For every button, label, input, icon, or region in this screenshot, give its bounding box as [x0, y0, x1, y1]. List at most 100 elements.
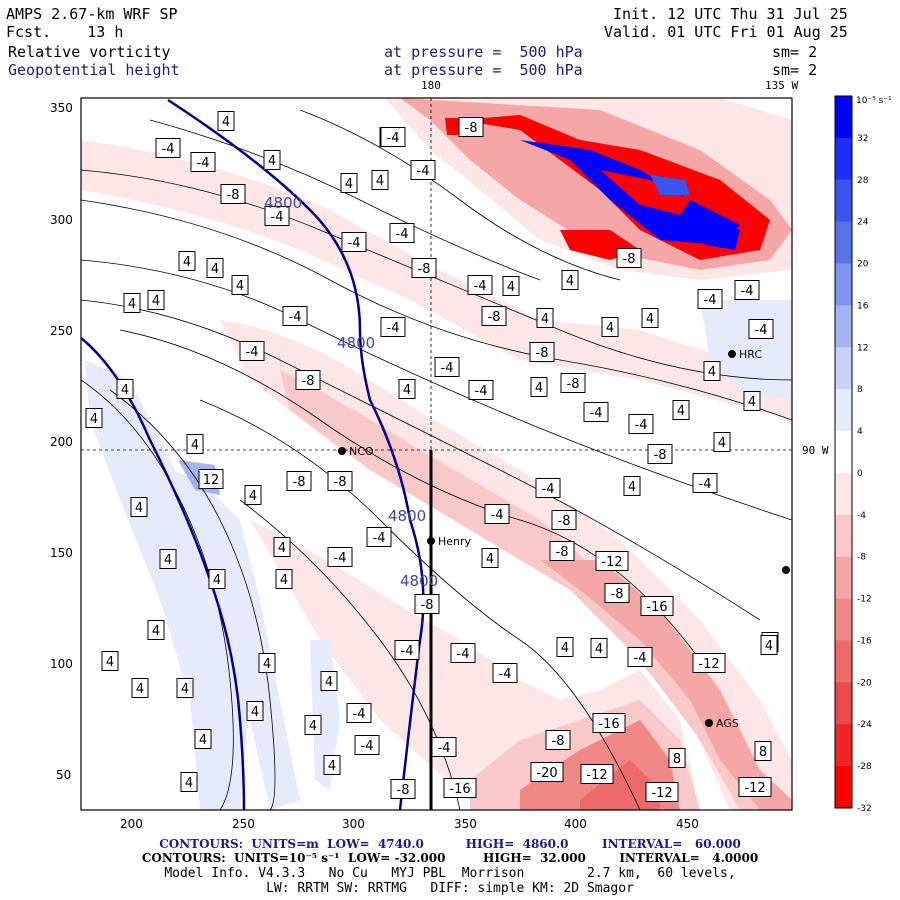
svg-text:4: 4 [249, 489, 257, 504]
contour-label: 12 [198, 469, 224, 489]
x-tick: 250 [232, 817, 255, 831]
svg-text:-4: -4 [457, 647, 470, 662]
contour-label: -8 [560, 373, 586, 393]
contour-label: -8 [220, 184, 246, 204]
colorbar-unit: 10⁻⁵ s⁻¹ [856, 96, 892, 106]
contour-label: -4 [492, 663, 518, 683]
station-marker [705, 719, 713, 727]
svg-text:-8: -8 [421, 598, 434, 613]
svg-text:-8: -8 [611, 587, 624, 602]
svg-text:12: 12 [203, 473, 220, 488]
footer-height-contours: CONTOURS: UNITS=m LOW= 4740.0 HIGH= 4860… [159, 837, 741, 851]
contour-label: 4 [101, 651, 119, 671]
colorbar-swatch [835, 263, 852, 306]
svg-text:4: 4 [309, 719, 317, 734]
height-label: 4800 [400, 572, 438, 590]
plot-frame [80, 97, 793, 811]
height-label-group: 4800 4800 4800 4800 [264, 194, 438, 590]
footer-model-info: Model Info. V4.3.3 No Cu MYJ PBL Morriso… [164, 866, 736, 881]
contour-label: 4 [323, 755, 341, 775]
colorbar-tick: 24 [857, 218, 869, 228]
contour-label: 4 [147, 620, 165, 640]
svg-text:-4: -4 [417, 164, 430, 179]
colorbar-tick: 28 [857, 176, 869, 186]
contour-label: 4 [502, 276, 520, 296]
svg-text:-4: -4 [635, 418, 648, 433]
colorbar-tick: -12 [857, 595, 872, 605]
y-tick: 200 [50, 435, 73, 449]
colorbar-tick: 8 [857, 385, 863, 395]
footer-physics-info: LW: RRTM SW: RRTMG DIFF: simple KM: 2D S… [266, 881, 634, 896]
svg-text:-4: -4 [401, 644, 414, 659]
svg-text:4: 4 [328, 759, 336, 774]
contour-label: -8 [414, 594, 440, 614]
contour-label: -4 [535, 478, 561, 498]
svg-text:4: 4 [211, 262, 219, 277]
contour-label: 4 [180, 772, 198, 792]
contour-label: -4 [734, 280, 760, 300]
svg-text:-4: -4 [162, 142, 175, 157]
svg-text:-4: -4 [491, 508, 504, 523]
svg-text:-12: -12 [651, 786, 672, 801]
contour-label: -20 [530, 762, 564, 782]
svg-text:-8: -8 [552, 734, 565, 749]
axis-group: 200 250 300 350 400 450 350 300 250 200 … [50, 101, 699, 831]
contour-label: 4 [130, 497, 148, 517]
svg-text:4: 4 [263, 657, 271, 672]
contour-label: 4 [116, 379, 134, 399]
station-label: Henry [438, 535, 472, 548]
colorbar-tick: 20 [857, 260, 869, 270]
svg-text:-8: -8 [418, 262, 431, 277]
x-tick: 300 [342, 817, 365, 831]
colorbar-swatch [835, 766, 852, 809]
svg-text:4: 4 [90, 412, 98, 427]
svg-text:4: 4 [507, 280, 515, 295]
svg-text:-8: -8 [567, 377, 580, 392]
contour-label: -12 [595, 551, 629, 571]
svg-text:4: 4 [128, 297, 136, 312]
svg-text:-8: -8 [465, 121, 478, 136]
svg-text:4: 4 [748, 395, 756, 410]
svg-text:-4: -4 [246, 345, 259, 360]
contour-label: -8 [529, 342, 555, 362]
svg-text:4: 4 [183, 255, 191, 270]
y-tick: 250 [50, 324, 73, 338]
contour-label: 4 [85, 408, 103, 428]
contour-label: 4 [194, 729, 212, 749]
height-label: 4800 [264, 194, 302, 212]
contour-label: 4 [601, 317, 619, 337]
colorbar-tick: -28 [857, 762, 872, 772]
svg-text:-8: -8 [227, 188, 240, 203]
svg-text:-4: -4 [353, 707, 366, 722]
x-tick: 350 [454, 817, 477, 831]
svg-text:4: 4 [403, 383, 411, 398]
svg-text:-4: -4 [373, 531, 386, 546]
contour-label: 4 [246, 701, 264, 721]
contour-label: -12 [692, 653, 726, 673]
contour-label: 4 [231, 275, 249, 295]
svg-text:-4: -4 [289, 310, 302, 325]
station-marker [728, 350, 736, 358]
svg-text:4: 4 [135, 501, 143, 516]
colorbar-tick: -8 [857, 553, 866, 563]
svg-text:4: 4 [152, 294, 160, 309]
contour-label: -4 [354, 735, 380, 755]
colorbar-swatch [835, 305, 852, 348]
contour-label: 4 [176, 678, 194, 698]
station-label: HRC [739, 348, 762, 361]
contour-label: 4 [713, 432, 731, 452]
height-label: 4800 [337, 334, 375, 352]
model-title: AMPS 2.67-km WRF SP [6, 5, 178, 23]
svg-text:-4: -4 [387, 131, 400, 146]
svg-text:-12: -12 [601, 555, 622, 570]
colorbar-tick: -32 [857, 804, 872, 814]
contour-label: 4 [244, 485, 262, 505]
contour-label: 4 [208, 569, 226, 589]
station-marker [782, 566, 790, 574]
svg-text:-4: -4 [441, 361, 454, 376]
contour-label: -12 [645, 782, 679, 802]
init-time: Init. 12 UTC Thu 31 Jul 25 [613, 5, 848, 23]
svg-text:-4: -4 [699, 477, 712, 492]
contour-label: -8 [327, 471, 353, 491]
contour-label: -4 [155, 138, 181, 158]
